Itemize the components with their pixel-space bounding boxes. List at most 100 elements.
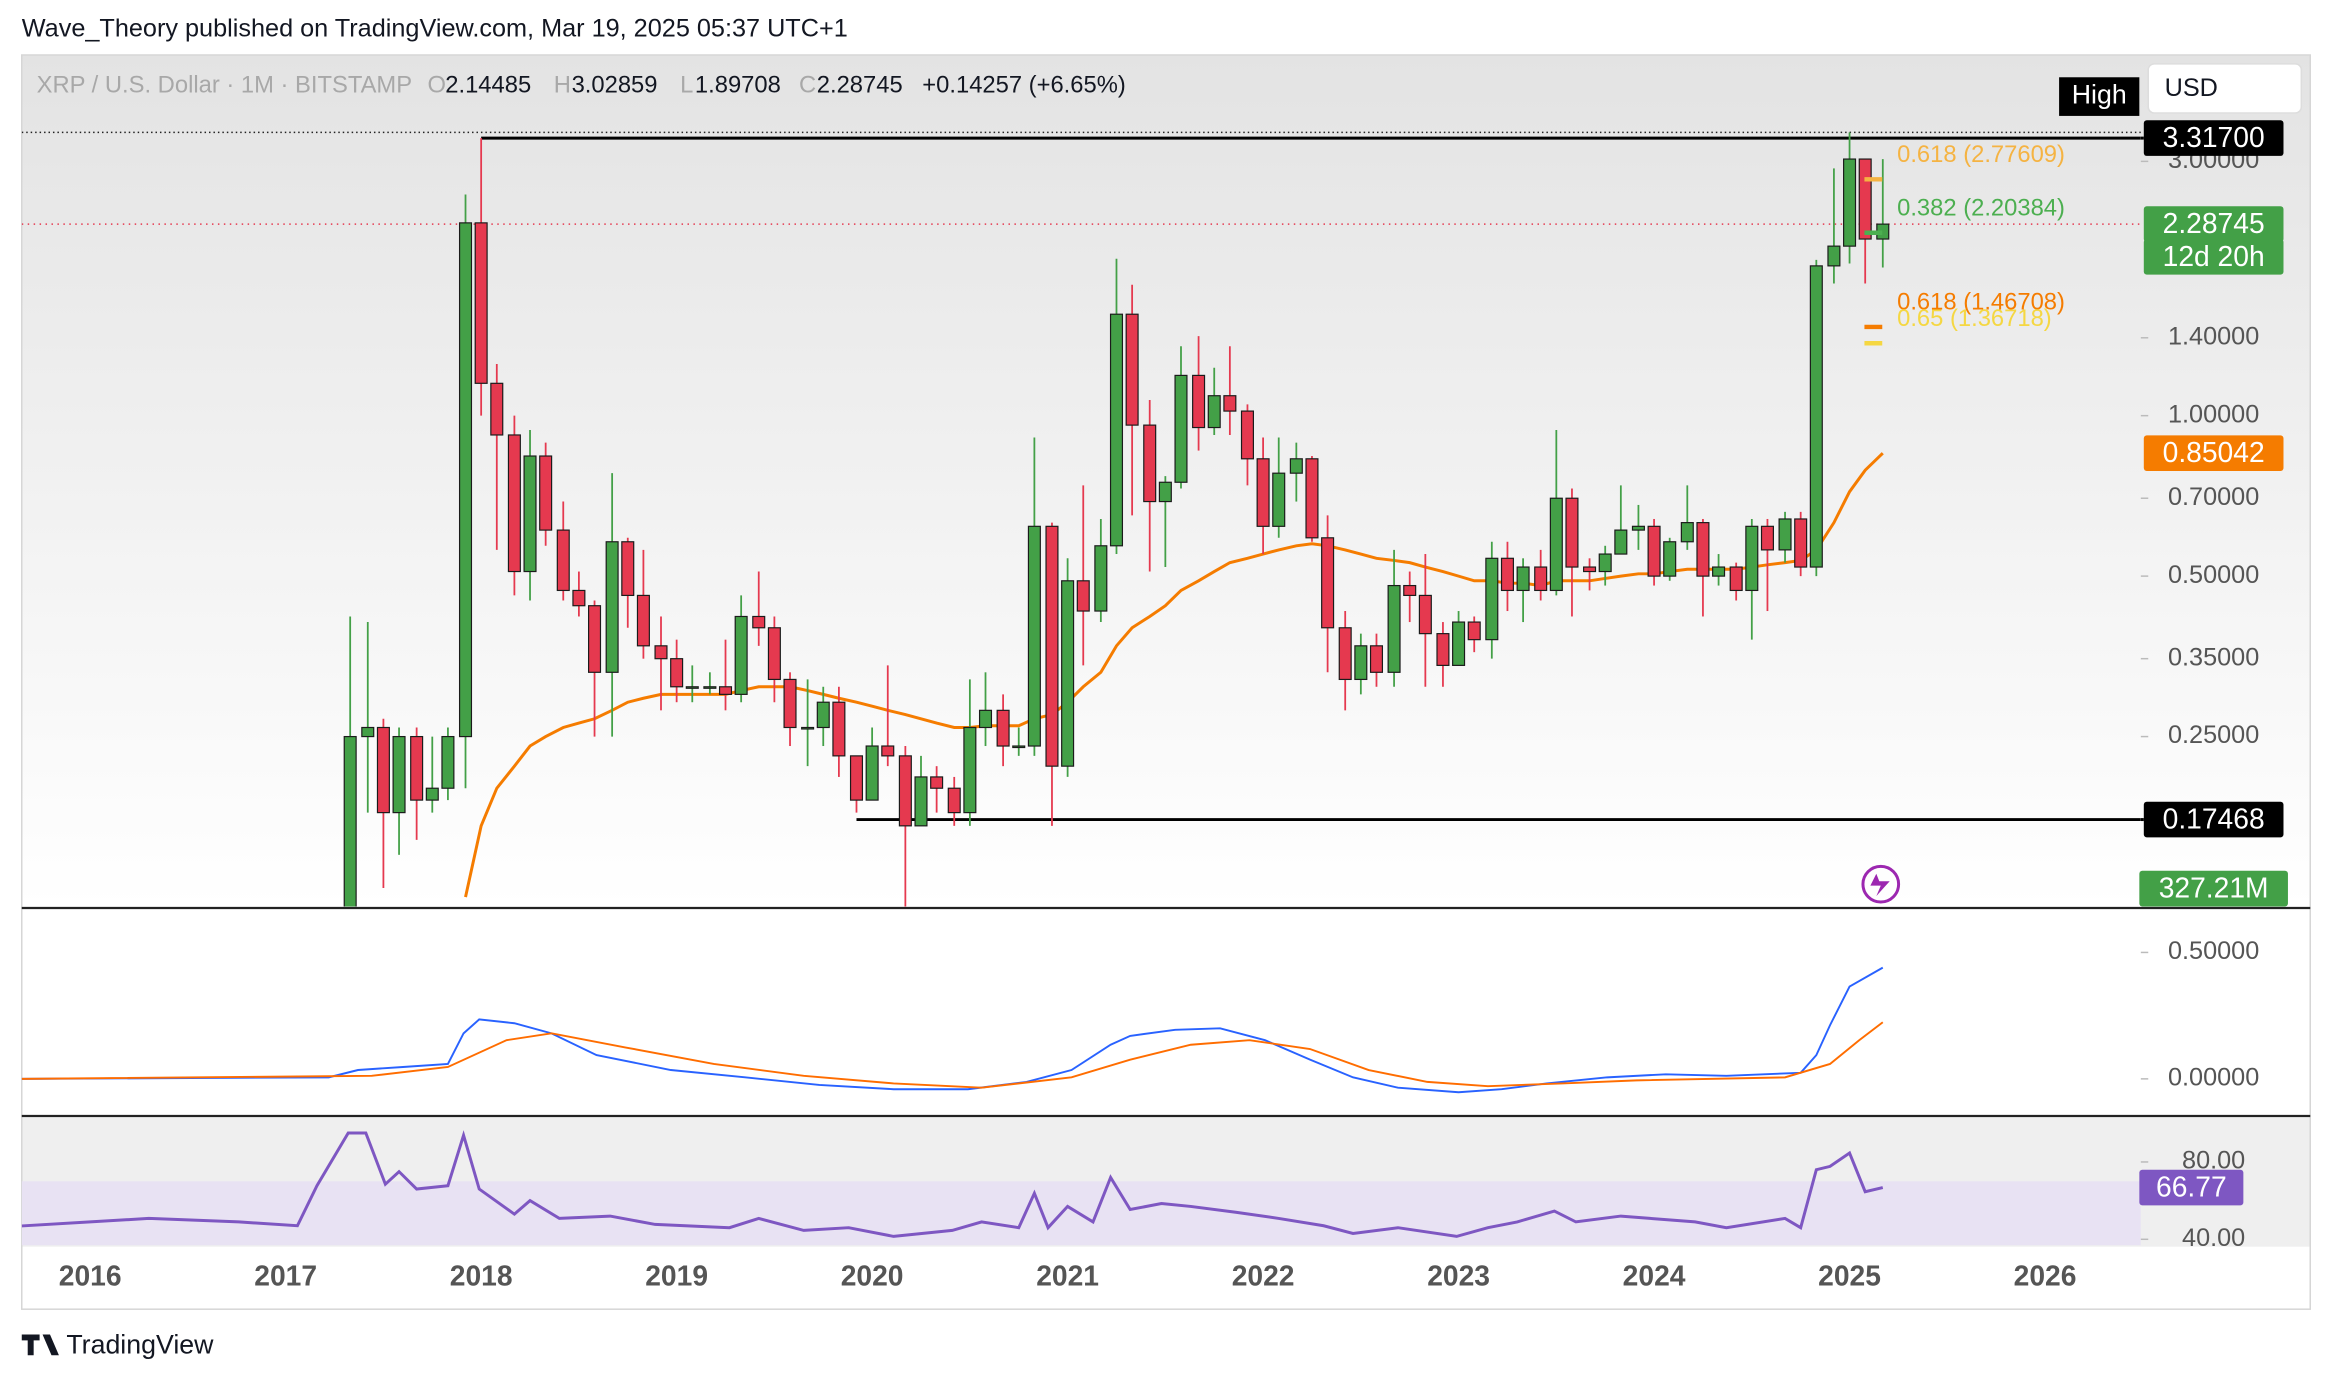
candle-body <box>1760 525 1774 551</box>
candle-body <box>458 222 473 738</box>
volume-value-box <box>2139 870 2288 907</box>
candle-body <box>1516 566 1530 592</box>
assistant-icon[interactable] <box>1861 864 1901 904</box>
candle-body <box>1614 529 1628 555</box>
candle-body <box>1809 265 1823 568</box>
candle-body <box>1827 245 1841 267</box>
candle-body <box>1583 566 1597 573</box>
fib-label: 0.618 (2.77609) <box>1897 141 2065 168</box>
x-tick-label: 2019 <box>645 1259 708 1291</box>
high-button-label[interactable]: High <box>2072 80 2127 110</box>
candle-body <box>1712 566 1726 577</box>
candle-body <box>636 594 650 647</box>
moving-average <box>464 452 1884 898</box>
candle-body <box>865 745 879 801</box>
candle-body <box>670 658 684 688</box>
chart-frame <box>21 54 2311 1310</box>
ohlc-value: 2.28745 <box>817 71 903 98</box>
candle-body <box>1403 584 1417 597</box>
candle-body <box>1045 525 1059 767</box>
fib-label: 0.382 (2.20384) <box>1897 194 2065 221</box>
candle-body <box>947 787 961 814</box>
y-tick-label: 1.40000 <box>2168 322 2259 350</box>
candle-body <box>898 755 912 827</box>
last-price-box <box>2143 206 2284 242</box>
candle-body <box>587 605 602 673</box>
ohlc-value: 2.14485 <box>445 71 531 98</box>
candle-body <box>1418 594 1432 635</box>
ma-value-box <box>2143 435 2284 472</box>
candle-body <box>1094 545 1108 612</box>
candle-body <box>1289 458 1303 474</box>
candle-body <box>425 787 439 801</box>
candle-body <box>1256 458 1270 527</box>
level-label: 3.31700 <box>2163 121 2265 153</box>
level-label-box <box>2143 120 2284 156</box>
brand-logo <box>21 1334 59 1356</box>
legend: XRP / U.S. Dollar · 1M · BITSTAMP O 2.14… <box>37 71 1126 98</box>
x-tick-label: 2016 <box>59 1259 122 1291</box>
x-tick-label: 2021 <box>1036 1259 1099 1291</box>
candle-body <box>1436 633 1450 666</box>
candle-body <box>1223 395 1237 412</box>
x-tick-label: 2024 <box>1623 1259 1686 1291</box>
candle-body <box>914 776 928 827</box>
high-button[interactable] <box>2059 77 2140 116</box>
level-label: 0.17468 <box>2163 802 2265 834</box>
candle-body <box>1452 621 1466 666</box>
candle-body <box>1647 525 1661 577</box>
symbol-title: XRP / U.S. Dollar · 1M · BITSTAMP <box>37 71 412 98</box>
candle-body <box>1143 424 1157 503</box>
x-tick-label: 2023 <box>1427 1259 1490 1291</box>
currency-button-label[interactable]: USD <box>2165 74 2218 102</box>
publisher-line: Wave_Theory published on TradingView.com… <box>22 14 848 42</box>
change: +0.14257 (+6.65%) <box>922 71 1125 98</box>
x-tick-label: 2025 <box>1818 1259 1881 1291</box>
fib-label: 0.618 (1.46708) <box>1897 288 2065 315</box>
candle-body <box>767 627 781 681</box>
candle-body <box>474 222 488 384</box>
candle-body <box>1061 580 1075 767</box>
candle-body <box>1321 537 1335 629</box>
candle-body <box>1565 497 1579 568</box>
candle-body <box>1729 566 1743 592</box>
ohlc-letter: L <box>680 71 693 98</box>
candle-body <box>783 678 797 729</box>
candle-body <box>1598 553 1612 573</box>
candle-body <box>703 686 717 689</box>
candle-body <box>1012 745 1026 749</box>
candle-body <box>718 686 733 695</box>
candle-body <box>1338 627 1352 681</box>
candle-body <box>963 726 977 814</box>
candle-body <box>441 735 455 789</box>
candle-body <box>572 589 586 607</box>
rsi-value-box <box>2139 1169 2244 1206</box>
y-tick-label: 0.50000 <box>2168 561 2259 589</box>
candle-body <box>1369 645 1384 673</box>
last-price: 2.28745 <box>2163 207 2265 239</box>
candle-body <box>556 529 570 592</box>
candle-body <box>605 541 619 673</box>
candle-body <box>1696 522 1710 577</box>
ohlc-value: 1.89708 <box>695 71 781 98</box>
candle-body <box>1387 584 1401 673</box>
candle-body <box>361 726 375 738</box>
y-tick-label: 40.00 <box>2182 1224 2245 1252</box>
candle-body <box>996 709 1010 747</box>
candle-body <box>1076 580 1090 612</box>
candle-body <box>1500 557 1514 592</box>
currency-button[interactable] <box>2147 63 2303 114</box>
rsi-value: 66.77 <box>2156 1170 2227 1202</box>
y-tick-label: 0.00000 <box>2168 1064 2259 1092</box>
y-tick-label: 0.25000 <box>2168 721 2259 749</box>
candle-body <box>621 541 635 597</box>
candle-body <box>978 709 993 729</box>
candle-body <box>1158 481 1172 503</box>
ma-value: 0.85042 <box>2163 436 2265 468</box>
candle-body <box>752 615 766 629</box>
candle-body <box>1305 458 1319 539</box>
ohlc-value: 3.02859 <box>572 71 658 98</box>
candle-body <box>930 776 944 789</box>
candle-body <box>832 701 846 757</box>
x-tick-label: 2020 <box>841 1259 904 1291</box>
